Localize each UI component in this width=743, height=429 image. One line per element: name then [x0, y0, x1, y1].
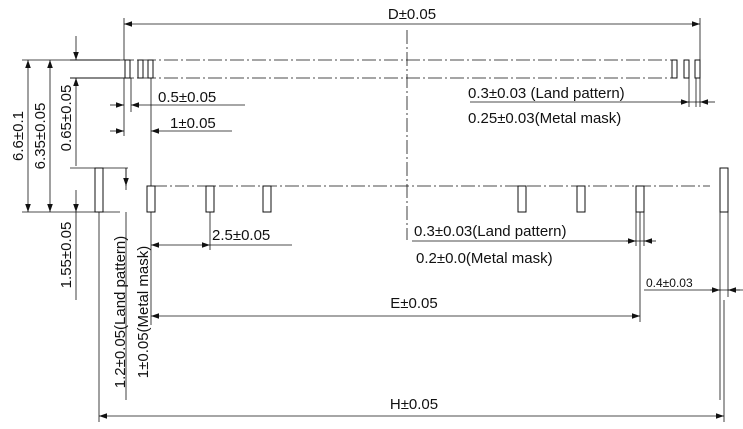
- dimension-pitch-small: 0.5±0.05 1±0.05: [110, 78, 245, 195]
- dim-label-mask-top: 0.25±0.03(Metal mask): [468, 110, 621, 127]
- middle-pad: [94, 167, 104, 213]
- middle-pad: [719, 167, 729, 213]
- dim-label-vertical-mask: 1±0.05(Metal mask): [135, 246, 152, 378]
- dim-label-1-55: 1.55±0.05: [58, 222, 75, 289]
- top-pad: [683, 59, 690, 79]
- dim-label-6-35: 6.35±0.05: [32, 103, 49, 170]
- top-pad: [137, 59, 144, 79]
- dim-label-1: 1±0.05: [170, 115, 216, 132]
- top-pad: [124, 59, 131, 79]
- dim-label-6-6: 6.6±0.1: [10, 111, 27, 161]
- dim-label-e: E±0.05: [390, 295, 437, 312]
- dimension-land-top: 0.3±0.03 (Land pattern) 0.25±0.03(Metal …: [468, 78, 715, 127]
- middle-pad: [146, 185, 156, 213]
- middle-pad: [517, 185, 527, 213]
- dim-label-land-top: 0.3±0.03 (Land pattern): [468, 85, 625, 102]
- dim-label-0-5: 0.5±0.05: [158, 89, 216, 106]
- dimension-heights: 6.6±0.1 6.35±0.05 0.65±0.05 1.55±0.05: [10, 36, 128, 300]
- dimension-d: D±0.05: [123, 6, 701, 60]
- middle-pad: [576, 185, 586, 213]
- dimension-e: E±0.05: [151, 212, 641, 322]
- dimension-2-5: 2.5±0.05: [151, 212, 292, 250]
- dim-label-h: H±0.05: [390, 396, 438, 413]
- middle-pad: [262, 185, 272, 213]
- dim-label-2-5: 2.5±0.05: [212, 227, 270, 244]
- dim-label-d: D±0.05: [388, 6, 436, 23]
- dimension-land-mid: 0.3±0.03(Land pattern) 0.2±0.0(Metal mas…: [412, 212, 656, 267]
- dimension-h: H±0.05: [98, 212, 725, 422]
- top-pad: [671, 59, 678, 79]
- dimension-0-4: 0.4±0.03: [644, 212, 743, 400]
- top-pad: [694, 59, 701, 79]
- dim-label-0-65: 0.65±0.05: [58, 85, 75, 152]
- dim-label-0-4: 0.4±0.03: [646, 276, 693, 290]
- top-pad-row: [70, 59, 701, 79]
- top-pad: [147, 59, 154, 79]
- dimension-vertical-land: 1.2±0.05(Land pattern) 1±0.05(Metal mask…: [112, 212, 152, 400]
- middle-pad-row: [94, 167, 729, 213]
- dim-label-mask-mid: 0.2±0.0(Metal mask): [416, 250, 553, 267]
- dim-label-vertical-land: 1.2±0.05(Land pattern): [112, 236, 129, 389]
- middle-pad: [635, 185, 645, 213]
- dim-label-land-mid: 0.3±0.03(Land pattern): [414, 223, 567, 240]
- middle-pad: [205, 185, 215, 213]
